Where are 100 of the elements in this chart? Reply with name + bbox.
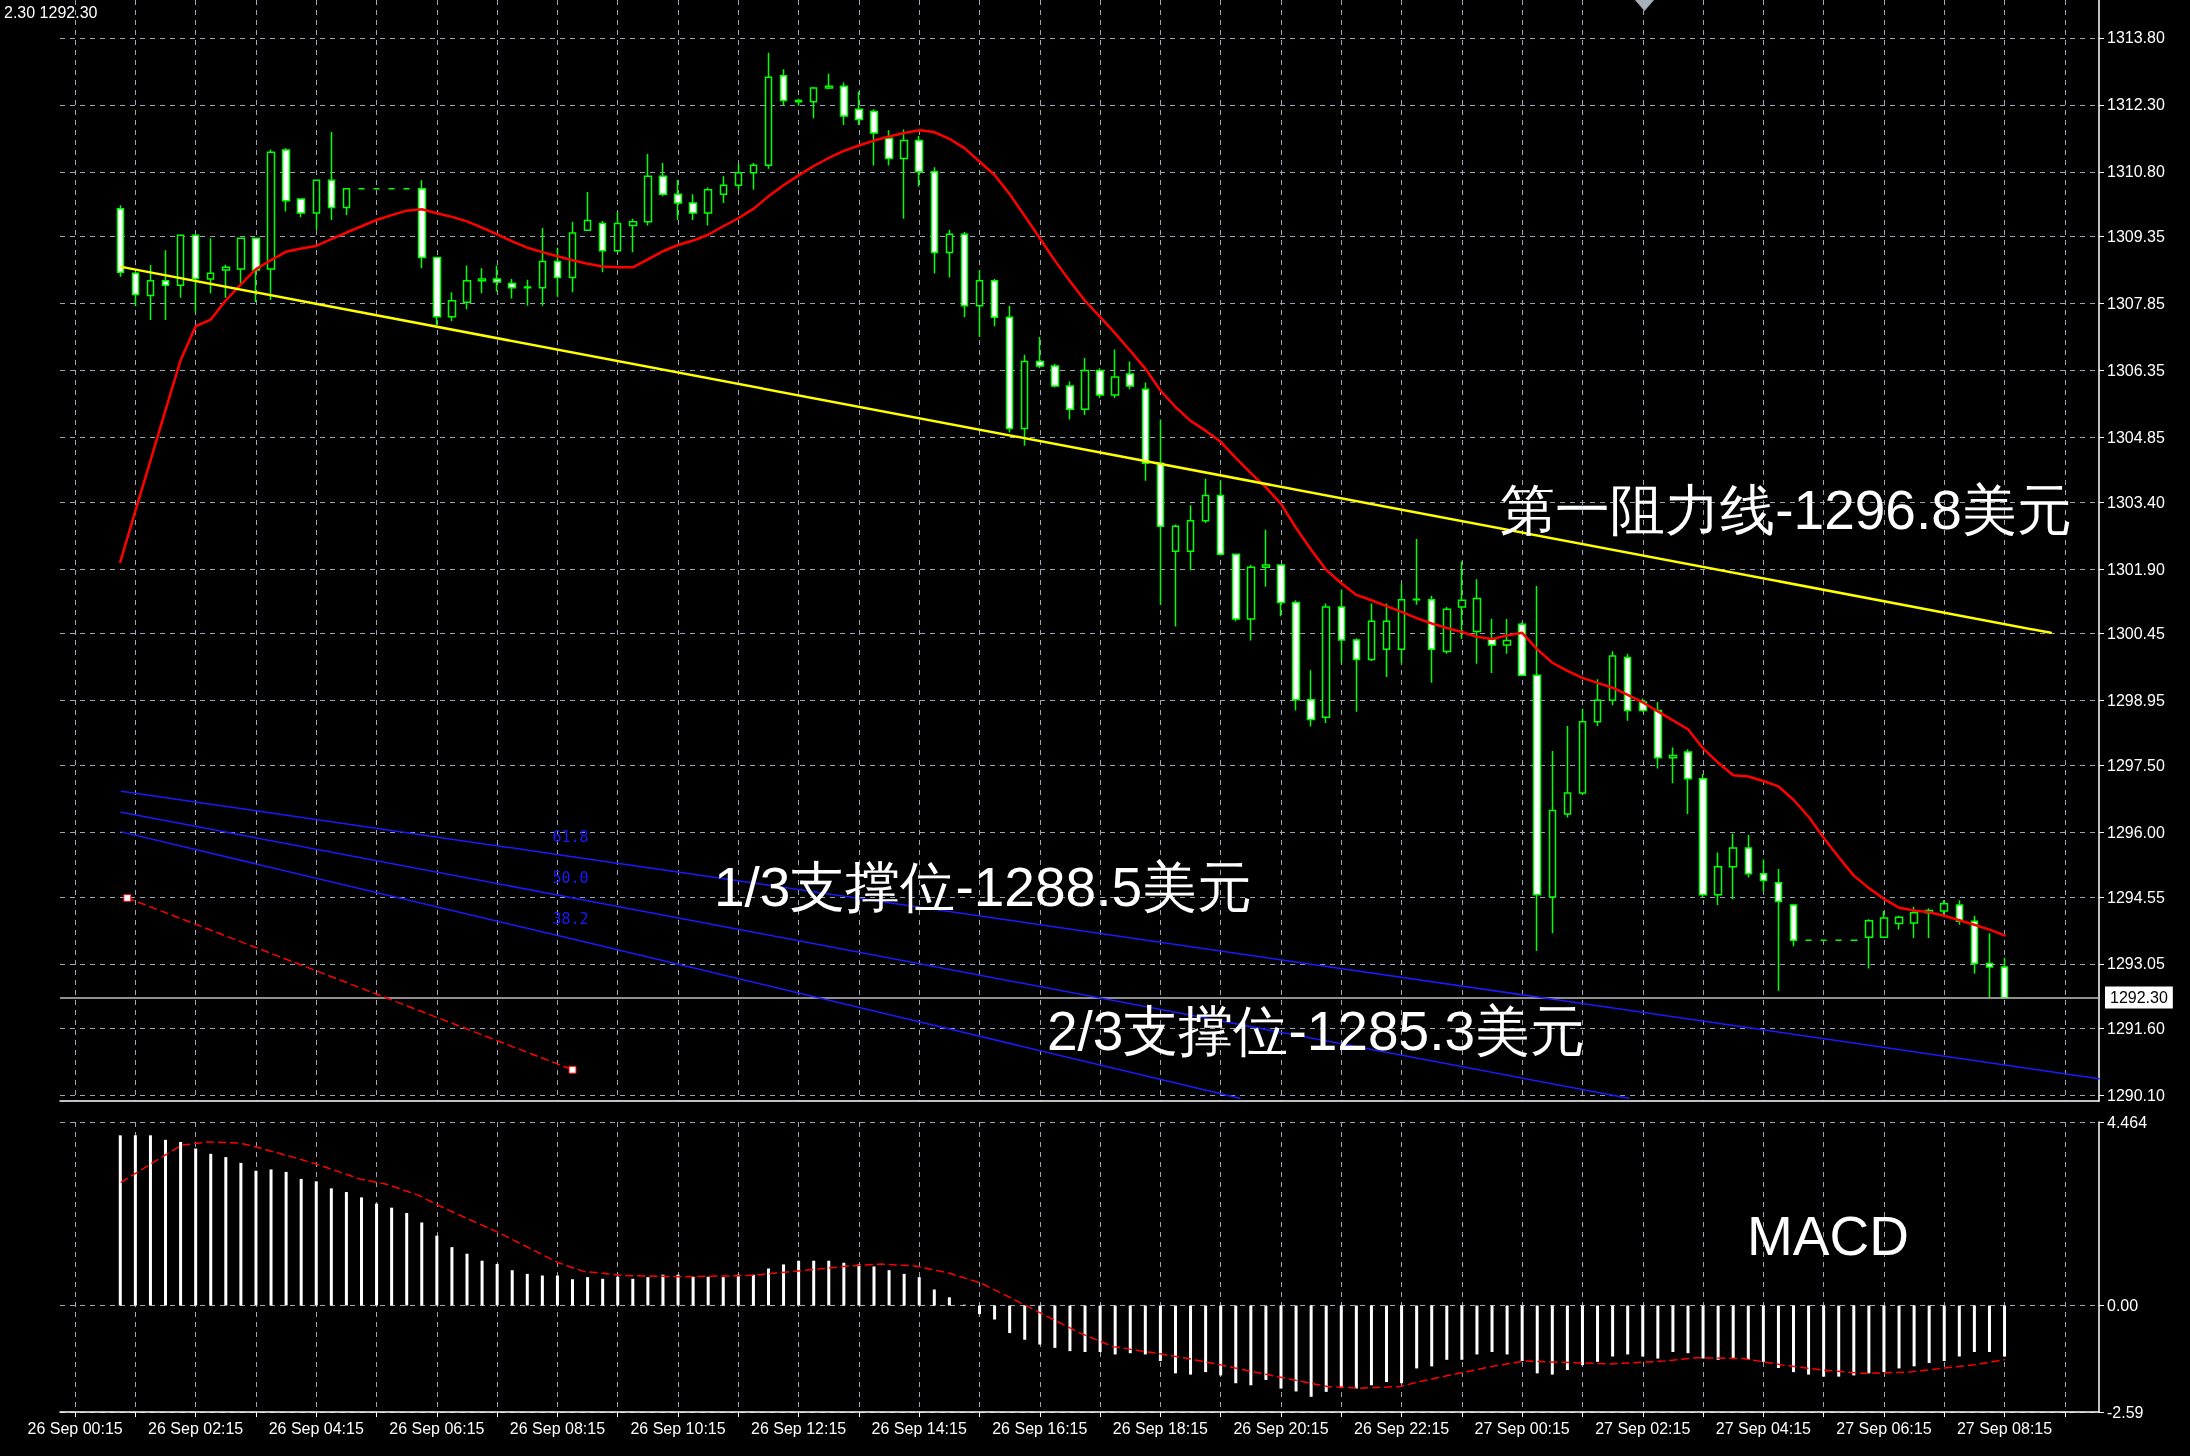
candlestick [1909, 906, 1919, 939]
candlestick [583, 191, 592, 232]
bar [435, 1235, 439, 1306]
candlestick [1321, 602, 1331, 724]
bar [766, 1268, 770, 1306]
bar [1113, 1305, 1117, 1355]
x-tick-label: 26 Sep 16:15 [992, 1419, 1088, 1437]
bar [1912, 1305, 1916, 1367]
bar [1611, 1305, 1615, 1357]
candlestick [568, 221, 577, 294]
bar [842, 1262, 846, 1306]
bar [1264, 1305, 1268, 1380]
bar [1792, 1305, 1795, 1373]
candlestick [523, 279, 532, 307]
bar [721, 1277, 725, 1306]
candlestick [1728, 832, 1738, 901]
candlestick [116, 204, 125, 278]
bar [1807, 1305, 1811, 1375]
bar [1098, 1305, 1102, 1352]
candlestick [1653, 701, 1663, 770]
bar [586, 1277, 590, 1306]
bar [133, 1135, 137, 1306]
bar [1475, 1305, 1479, 1355]
candlestick [1156, 418, 1165, 606]
candlestick [673, 179, 683, 221]
bar [1867, 1305, 1871, 1374]
bar [601, 1278, 605, 1306]
bar [1385, 1305, 1389, 1382]
bar [555, 1275, 559, 1306]
candlestick [869, 108, 879, 167]
candlestick [1894, 915, 1904, 931]
candlestick [688, 193, 698, 221]
candlestick [266, 148, 276, 301]
candlestick [1050, 362, 1060, 389]
bar [691, 1276, 695, 1306]
bar [194, 1148, 198, 1306]
bar [947, 1297, 951, 1306]
candlestick [764, 51, 773, 170]
candlestick [176, 234, 185, 299]
bar [676, 1274, 680, 1306]
bar [1641, 1305, 1645, 1357]
bar [390, 1207, 394, 1306]
y-tick-label: 1301.90 [2107, 560, 2165, 578]
candlestick [462, 264, 472, 311]
bar [1128, 1305, 1132, 1354]
bar [1822, 1305, 1826, 1377]
candlestick [1095, 367, 1105, 399]
bar [1339, 1305, 1343, 1389]
candlestick [1759, 858, 1768, 892]
candlestick [1186, 504, 1195, 572]
bar [1837, 1305, 1841, 1377]
x-tick-label: 26 Sep 18:15 [1112, 1419, 1209, 1437]
bar [631, 1278, 635, 1306]
candlestick [221, 263, 231, 299]
text: MACD [1747, 1205, 1909, 1267]
candlestick [960, 231, 969, 319]
candlestick [703, 186, 713, 227]
series-label: 61.8 [552, 827, 589, 846]
bar [1505, 1305, 1509, 1355]
candlestick [538, 227, 547, 307]
bar [329, 1188, 333, 1306]
candlestick [236, 237, 246, 284]
bar [1173, 1305, 1177, 1374]
x-tick-label: 26 Sep 12:15 [751, 1419, 847, 1437]
bar [299, 1178, 303, 1306]
candlestick [507, 278, 517, 300]
bar [224, 1157, 228, 1306]
candlestick [1110, 348, 1120, 399]
bar [344, 1192, 348, 1306]
bar [1671, 1305, 1675, 1352]
bar [782, 1264, 786, 1306]
candlestick [1291, 599, 1301, 712]
y-tick-label: 1293.05 [2107, 955, 2165, 973]
bar [1309, 1305, 1313, 1397]
bar [540, 1275, 544, 1306]
bar [1565, 1305, 1569, 1371]
y-tick-label: 1300.45 [2107, 625, 2165, 643]
x-tick-label: 26 Sep 10:15 [630, 1419, 726, 1437]
candlestick [779, 68, 788, 106]
bar [148, 1135, 152, 1306]
bar [1987, 1305, 1991, 1352]
candlestick [1668, 746, 1678, 784]
x-tick-label: 27 Sep 04:15 [1715, 1419, 1812, 1437]
candlestick [1005, 304, 1014, 434]
bar [254, 1170, 258, 1306]
bar [751, 1274, 755, 1306]
candlestick [809, 86, 818, 120]
bar [932, 1289, 936, 1306]
x-tick-label: 26 Sep 20:15 [1233, 1419, 1329, 1437]
bar [1189, 1305, 1193, 1375]
candlestick [1382, 602, 1391, 678]
annotation: 2.30 1292.30 [4, 3, 98, 21]
bar [1234, 1305, 1238, 1384]
candlestick [884, 129, 894, 167]
candlestick [824, 72, 834, 91]
candlestick [312, 179, 321, 231]
candlestick [1698, 773, 1708, 898]
bar [1400, 1305, 1404, 1384]
y-tick-label: 0.00 [2107, 1297, 2139, 1315]
bar [525, 1273, 529, 1306]
